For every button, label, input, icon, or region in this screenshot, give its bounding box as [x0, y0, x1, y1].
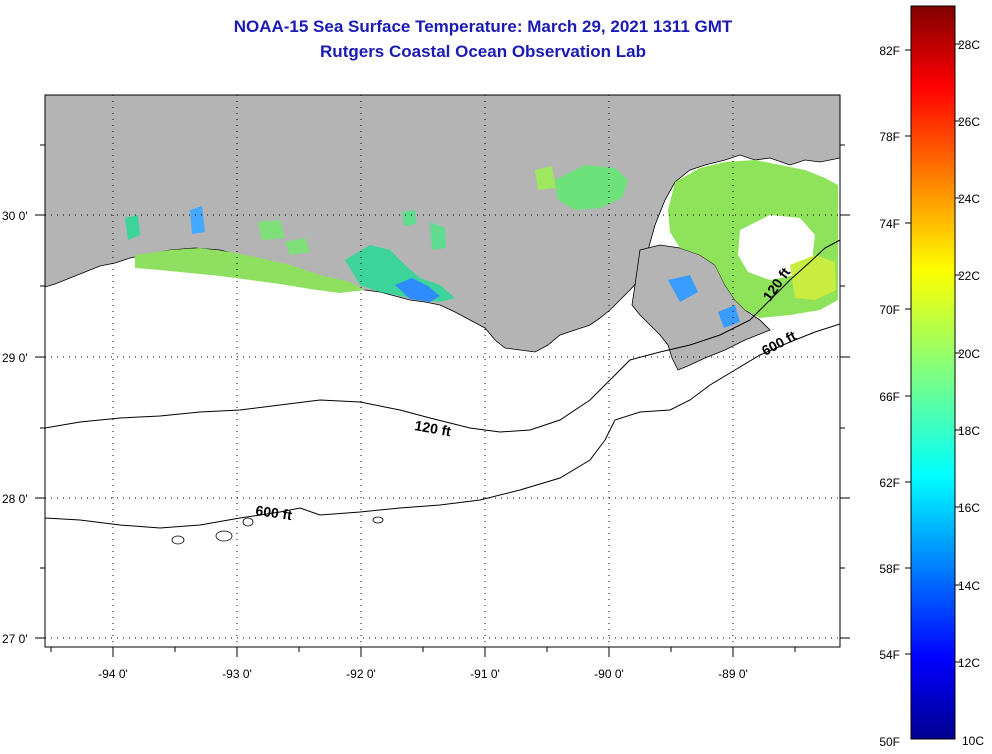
sst-patch-sabine [135, 248, 365, 293]
colorbar-c-label: 22C [958, 269, 980, 283]
colorbar-c-label: 16C [958, 501, 980, 515]
sst-patch-warm [790, 255, 836, 300]
sst-patch-small-4 [285, 238, 310, 255]
sst-patch-delta-blue-2 [718, 305, 740, 328]
contour-label-600ft-left: 600 ft [255, 502, 294, 523]
colorbar-f-label: 58F [879, 562, 900, 576]
lon-label: -90 0' [594, 667, 624, 681]
contour-600ft-island-2 [215, 530, 233, 542]
map-frame [44, 94, 841, 648]
colorbar [910, 5, 956, 740]
colorbar-ticks [905, 43, 961, 663]
contour-120ft [45, 239, 840, 433]
lat-label: 27 0' [2, 632, 28, 646]
colorbar-f-label: 62F [879, 476, 900, 490]
tick-marks [35, 144, 850, 657]
contour-600ft-island-4 [372, 516, 384, 524]
sst-patch-small-7 [535, 166, 556, 190]
colorbar-f-label: 54F [879, 648, 900, 662]
colorbar-c-label: 12C [958, 656, 980, 670]
sst-patch-small-1 [125, 215, 140, 240]
colorbar-c-label: 14C [958, 579, 980, 593]
colorbar-f-label: 82F [879, 44, 900, 58]
lon-label: -89 0' [718, 667, 748, 681]
colorbar-f-label: 74F [879, 217, 900, 231]
lat-label: 28 0' [2, 492, 28, 506]
colorbar-f-label: 78F [879, 130, 900, 144]
sst-patch-delta-blue [668, 275, 698, 302]
lon-label: -94 0' [98, 667, 128, 681]
lat-label: 30 0' [2, 209, 28, 223]
colorbar-f-label: 70F [879, 303, 900, 317]
colorbar-c-label: 24C [958, 192, 980, 206]
sst-patch-lake [555, 165, 628, 210]
map-title: NOAA-15 Sea Surface Temperature: March 2… [233, 17, 733, 36]
lon-label: -92 0' [346, 667, 376, 681]
colorbar-c-label: 18C [958, 424, 980, 438]
sst-patch-small-6 [402, 210, 416, 226]
map-subtitle: Rutgers Coastal Ocean Observation Lab [320, 42, 646, 61]
sst-patch-small-3 [258, 220, 285, 240]
sst-patch-small-5 [430, 222, 446, 250]
land-mass [45, 95, 840, 353]
contour-600ft [45, 323, 840, 529]
colorbar-c-label: 26C [958, 115, 980, 129]
lat-label: 29 0' [2, 351, 28, 365]
contour-label-120ft-left: 120 ft [413, 417, 452, 439]
grid-lines [45, 95, 840, 647]
colorbar-f-label: 50F [879, 735, 900, 749]
lon-label: -91 0' [470, 667, 500, 681]
colorbar-c-label: 20C [958, 347, 980, 361]
sst-patch-blue [395, 278, 440, 302]
lon-label: -93 0' [222, 667, 252, 681]
sst-patch-small-2 [190, 206, 205, 234]
contour-600ft-island-1 [171, 535, 185, 545]
contour-600ft-island-3 [242, 517, 254, 527]
colorbar-f-label: 66F [879, 390, 900, 404]
colorbar-c-label: 10C [962, 734, 984, 748]
colorbar-c-label: 28C [958, 38, 980, 52]
